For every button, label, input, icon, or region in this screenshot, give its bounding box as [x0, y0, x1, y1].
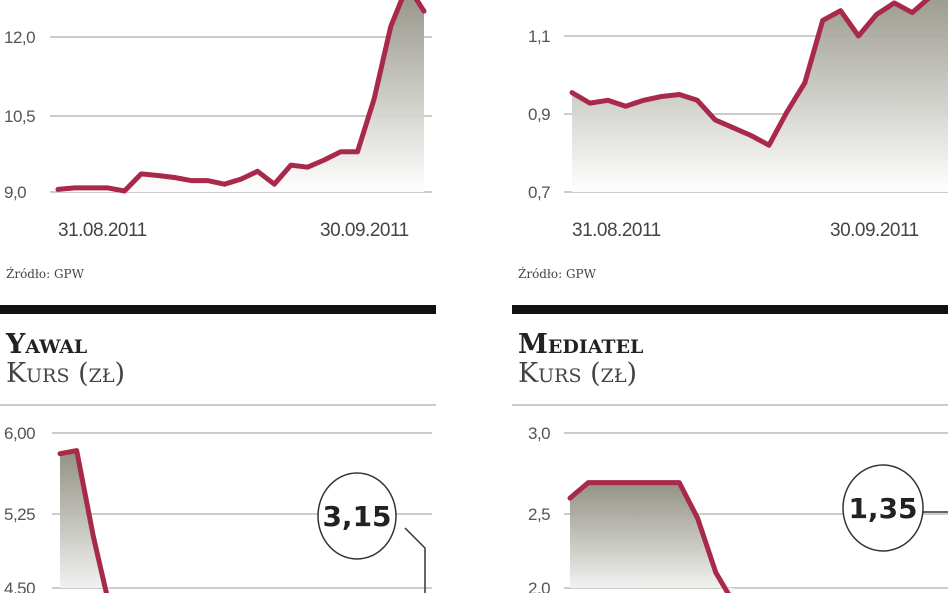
divider-rule — [512, 305, 948, 314]
source-label: Źródło: GPW — [518, 267, 596, 281]
chart-mediatel: 2,0 2,5 3,0 1,35 — [512, 404, 948, 593]
y-tick-label: 0,7 — [528, 183, 550, 202]
callout-value: 1,35 — [848, 492, 917, 525]
price-callout: 1,35 — [842, 464, 948, 552]
y-tick-label: 5,25 — [4, 505, 35, 524]
chart-top-left: 9,0 10,5 12,0 31.08.2011 30.09.2011 — [4, 0, 432, 241]
area-shape — [572, 0, 948, 192]
chart-top-right: 0,7 0,9 1,1 31.08.2011 30.09.2011 — [528, 0, 948, 241]
callout-value: 3,15 — [322, 500, 391, 533]
price-line — [569, 0, 931, 148]
chart-yawal: 4,50 5,25 6,00 3,15 — [0, 404, 436, 593]
price-callout: 3,15 — [317, 472, 426, 593]
y-tick-label: 2,5 — [528, 505, 550, 524]
y-tick-label: 1,1 — [528, 27, 550, 46]
price-line — [57, 448, 109, 593]
y-tick-label: 0,9 — [528, 105, 550, 124]
series-line — [57, 448, 109, 593]
chart-subtitle: Kurs (zł) — [518, 358, 638, 389]
source-label: Źródło: GPW — [6, 267, 84, 281]
y-tick-label: 12,0 — [4, 28, 35, 47]
series-line — [569, 0, 931, 148]
x-label-start: 31.08.2011 — [58, 220, 147, 241]
y-tick-labels: 0,7 0,9 1,1 — [528, 27, 551, 202]
x-label-end: 30.09.2011 — [320, 220, 409, 241]
x-label-start: 31.08.2011 — [572, 220, 661, 241]
y-tick-label: 10,5 — [4, 107, 35, 126]
y-tick-labels: 4,50 5,25 6,00 — [4, 424, 36, 593]
y-tick-label: 9,0 — [4, 183, 26, 202]
y-tick-label: 4,50 — [4, 579, 35, 593]
price-line — [567, 480, 731, 593]
area-shape — [570, 482, 734, 593]
divider-rule — [0, 305, 436, 314]
price-line — [55, 0, 427, 194]
area-fill — [572, 0, 948, 192]
series-line — [567, 480, 731, 593]
area-fill — [570, 482, 734, 593]
chart-subtitle: Kurs (zł) — [6, 358, 126, 389]
y-tick-label: 6,00 — [4, 424, 35, 443]
y-tick-label: 2,0 — [528, 579, 550, 593]
area-fill — [58, 0, 424, 192]
chart-title: Mediatel — [518, 329, 644, 360]
y-tick-labels: 9,0 10,5 12,0 — [4, 28, 36, 202]
area-shape — [58, 0, 424, 192]
chart-title: Yawal — [6, 329, 88, 360]
x-label-end: 30.09.2011 — [830, 220, 919, 241]
y-tick-labels: 2,0 2,5 3,0 — [528, 424, 551, 593]
y-tick-label: 3,0 — [528, 424, 550, 443]
